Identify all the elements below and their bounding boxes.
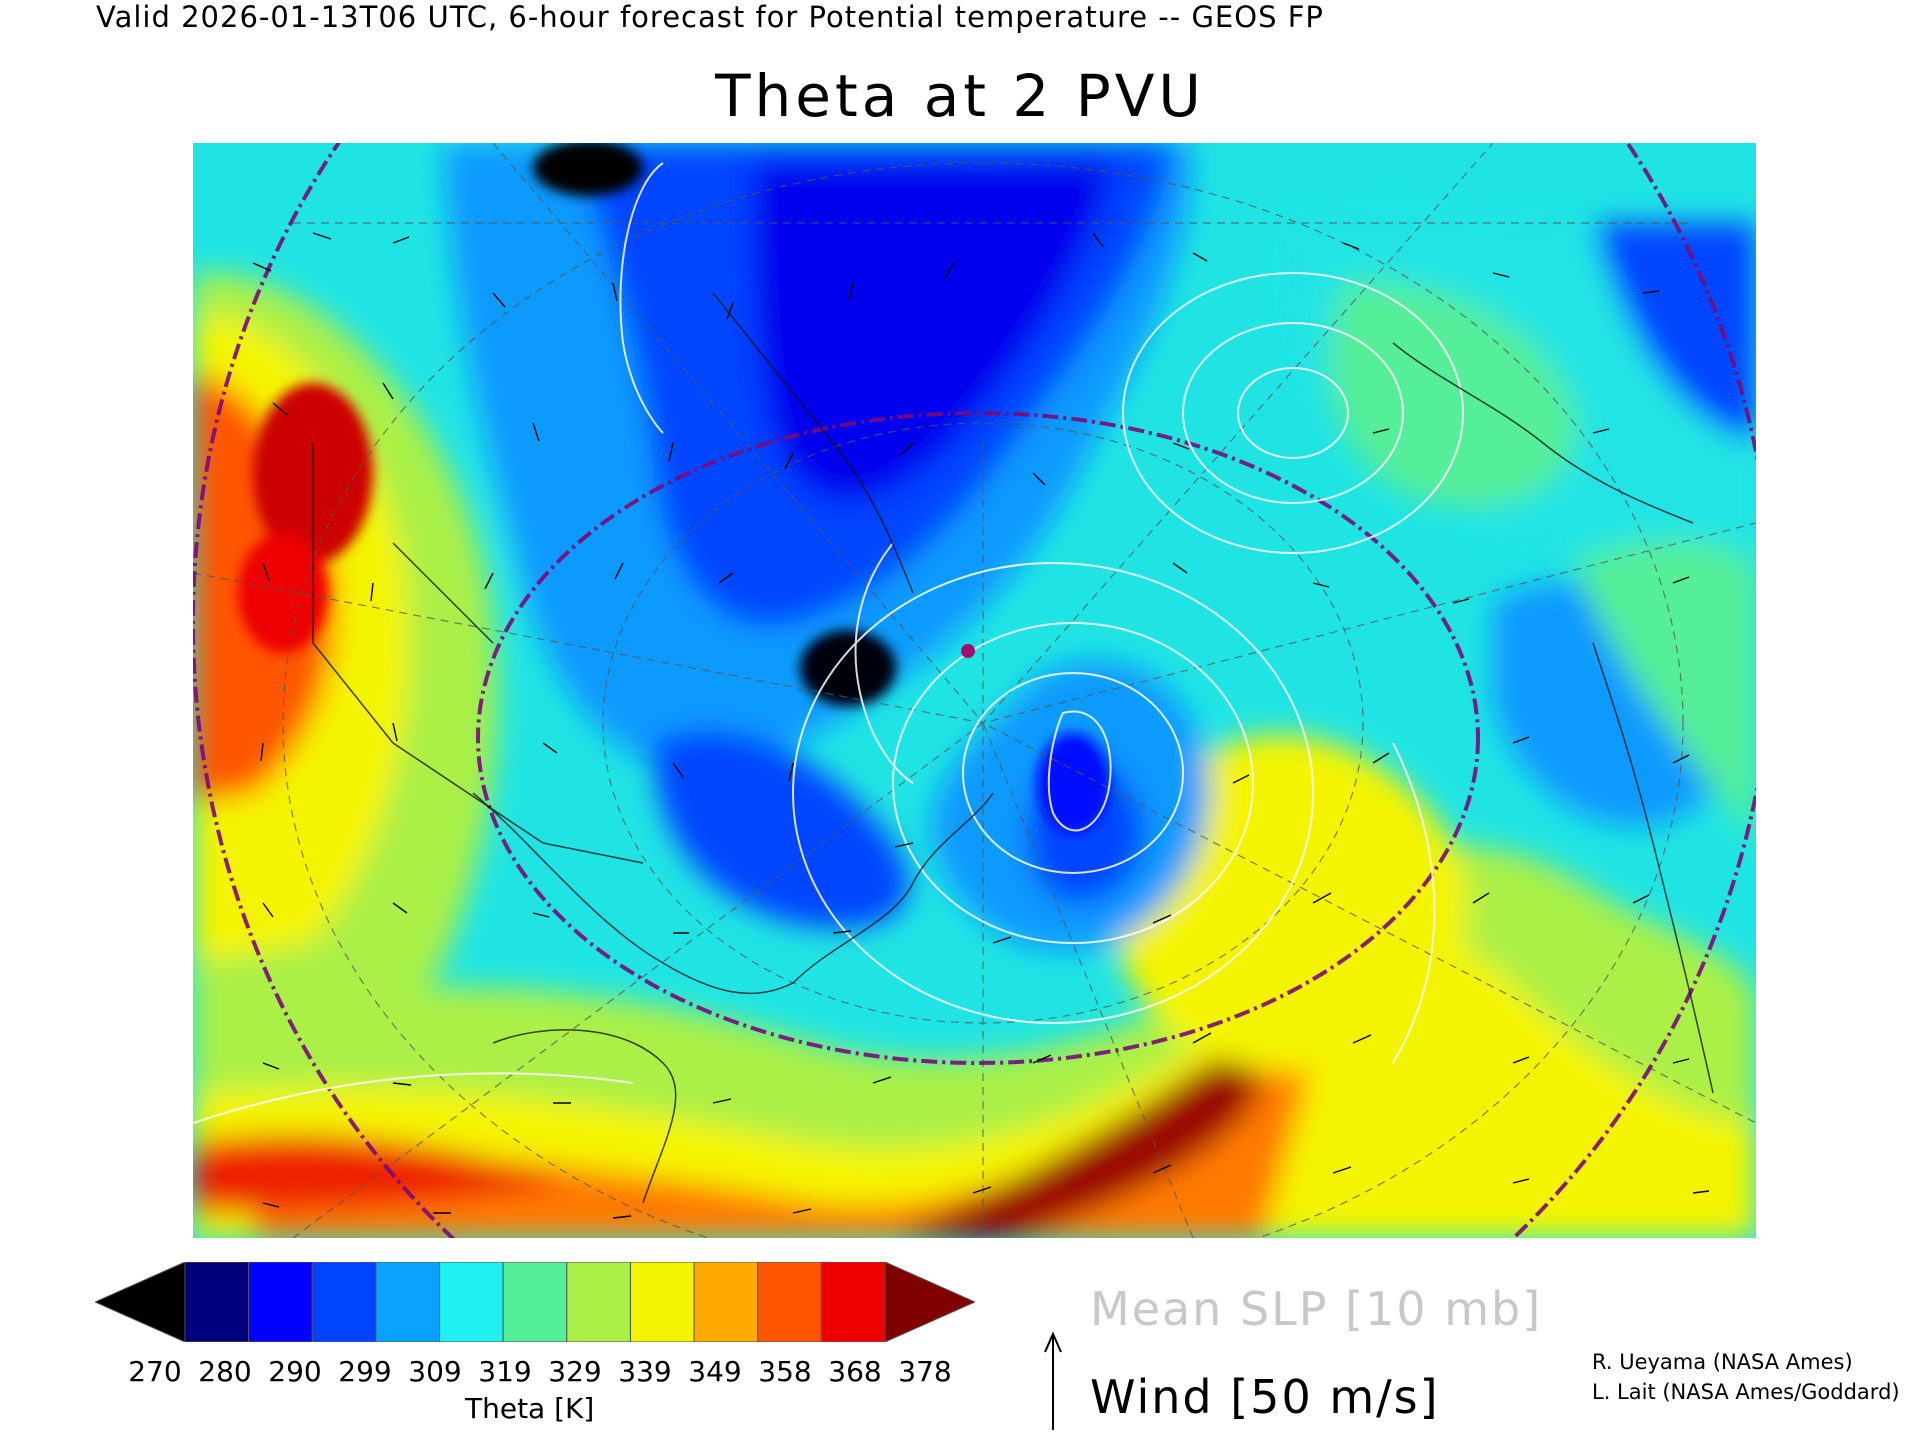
colorbar-box	[248, 1262, 313, 1342]
colorbar-box	[820, 1262, 886, 1342]
map-title: Theta at 2 PVU	[715, 62, 1205, 130]
colorbar-tick-label: 329	[548, 1355, 602, 1388]
theta-map	[193, 143, 1756, 1238]
colorbar-lower-triangle	[95, 1262, 186, 1342]
theta-colorbar	[95, 1262, 975, 1342]
colorbar-box	[629, 1262, 695, 1342]
colorbar-box	[502, 1262, 568, 1342]
colorbar-tick-label: 270	[128, 1355, 182, 1388]
colorbar-tick-label: 339	[618, 1355, 672, 1388]
colorbar-tick-label: 368	[828, 1355, 882, 1388]
colorbar-tick-row: 270 280 290 299 309 319 329 339 349 358 368 378	[128, 1355, 951, 1391]
colorbar-tick-label: 309	[408, 1355, 462, 1388]
colorbar-label: Theta [K]	[465, 1392, 595, 1425]
colorbar-box	[375, 1262, 441, 1342]
wind-legend-label: Wind [50 m/s]	[1090, 1370, 1440, 1424]
colorbar-box	[184, 1262, 250, 1342]
colorbar-box	[439, 1262, 504, 1342]
valid-time-header: Valid 2026-01-13T06 UTC, 6-hour forecast…	[96, 0, 1324, 34]
credit-line-1: R. Ueyama (NASA Ames)	[1592, 1350, 1853, 1374]
colorbar-box	[757, 1262, 822, 1342]
colorbar-tick-label: 299	[338, 1355, 392, 1388]
colorbar-boxes	[184, 1262, 886, 1342]
slp-legend-label: Mean SLP [10 mb]	[1090, 1282, 1543, 1336]
colorbar-tick-label: 358	[758, 1355, 812, 1388]
colorbar-box	[311, 1262, 377, 1342]
colorbar-tick-label: 290	[268, 1355, 322, 1388]
colorbar-tick-label: 319	[478, 1355, 532, 1388]
colorbar-tick-label: 378	[898, 1355, 952, 1388]
wind-scale-arrow-icon	[1044, 1331, 1062, 1430]
colorbar-box	[693, 1262, 759, 1342]
credit-line-2: L. Lait (NASA Ames/Goddard)	[1592, 1380, 1900, 1404]
colorbar-box	[566, 1262, 631, 1342]
colorbar-upper-triangle	[884, 1262, 975, 1342]
colorbar-tick-label: 280	[198, 1355, 252, 1388]
colorbar-tick-label: 349	[688, 1355, 742, 1388]
